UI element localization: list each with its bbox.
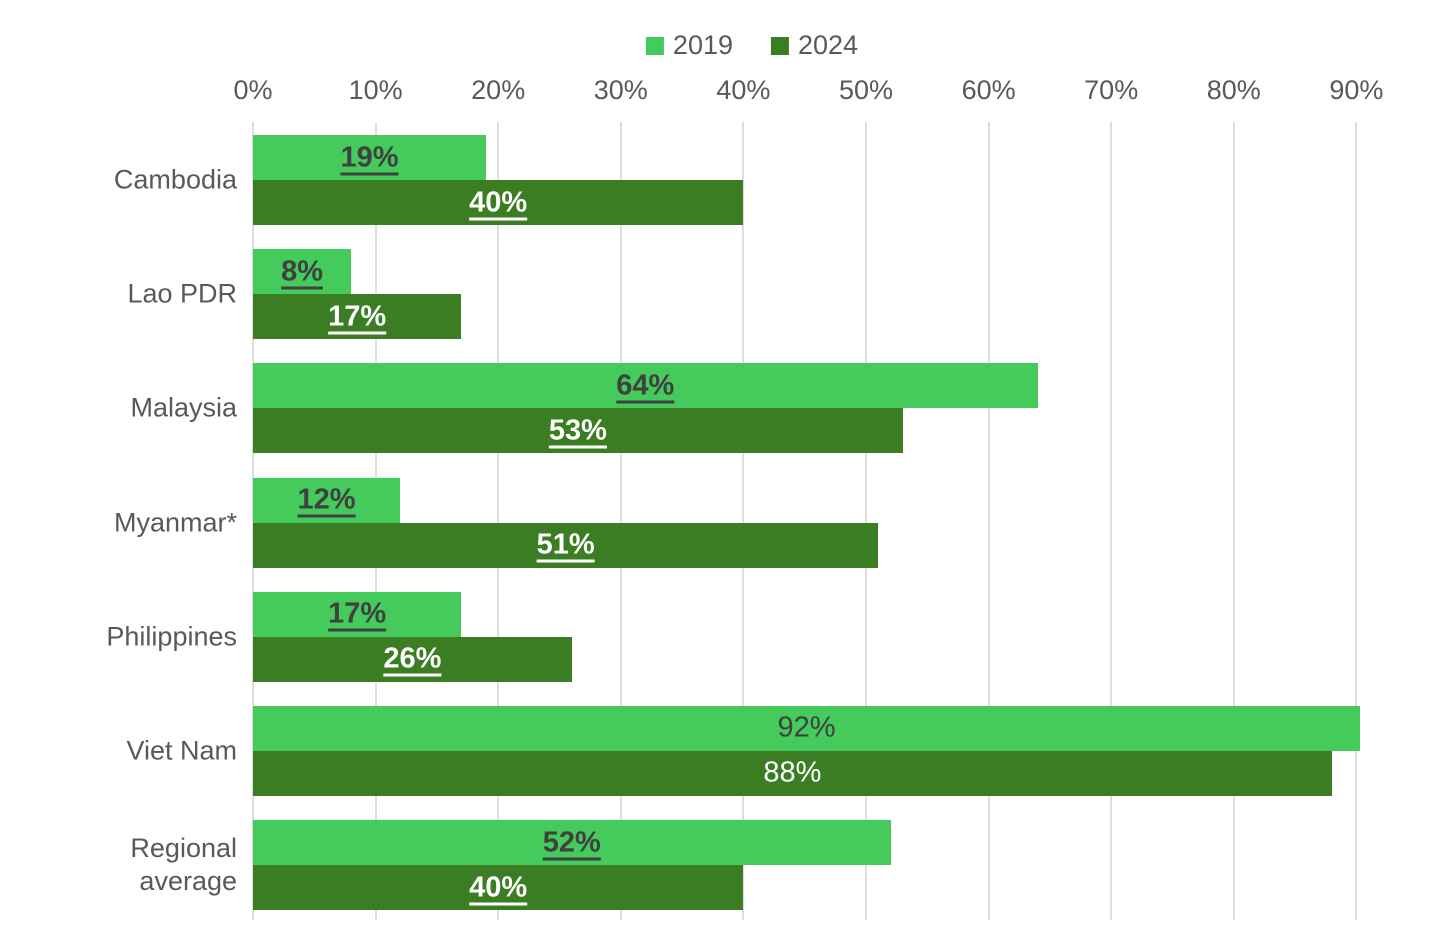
x-tick-label: 90% (1329, 75, 1384, 105)
bar-2024-malaysia: 53% (253, 408, 903, 454)
gridline (1232, 122, 1235, 920)
category-label-viet-nam: Viet Nam (126, 735, 237, 766)
legend-label-2024: 2024 (798, 30, 859, 60)
bar-2024-viet-nam: 88% (253, 750, 1332, 796)
bar-2019-cambodia: 19% (253, 135, 486, 180)
bar-value-label: 8% (281, 255, 323, 288)
gridline (987, 122, 990, 920)
bar-2019-lao-pdr: 8% (253, 249, 352, 295)
x-tick-label: 60% (961, 75, 1016, 105)
bar-2024-regional-average: 40% (253, 865, 744, 911)
bar-value-label: 51% (536, 528, 595, 561)
x-tick-label: 40% (716, 75, 771, 105)
bar-value-label: 12% (297, 483, 356, 516)
bar-value-label: 64% (616, 369, 675, 402)
bar-2024-cambodia: 40% (253, 180, 744, 225)
bar-value-label: 17% (328, 597, 387, 630)
bar-2019-regional-average: 52% (253, 820, 891, 866)
x-tick-label: 20% (471, 75, 526, 105)
bar-2019-philippines: 17% (253, 591, 462, 637)
bar-value-label: 92% (777, 711, 836, 744)
legend-swatch-2019-icon (645, 36, 664, 55)
bar-value-label: 53% (548, 414, 607, 447)
bar-2019-malaysia: 64% (253, 363, 1038, 409)
category-label-cambodia: Cambodia (113, 164, 237, 195)
legend-swatch-2024-icon (771, 36, 789, 55)
bar-value-label: 40% (469, 871, 528, 904)
category-label-regional-average: Regional average (130, 833, 237, 897)
legend: 2019 2024 (645, 30, 858, 61)
bar-value-label: 88% (763, 756, 822, 789)
gridline (865, 122, 867, 920)
legend-item-2024: 2024 (771, 30, 858, 61)
bar-2019-viet-nam: 92% (253, 705, 1361, 751)
bar-2019-myanmar-: 12% (253, 477, 401, 523)
gridline (1110, 122, 1113, 920)
x-tick-label: 30% (593, 75, 648, 105)
x-tick-label: 0% (233, 75, 273, 105)
gridline (619, 122, 622, 920)
bar-value-label: 40% (469, 186, 528, 218)
bar-2024-myanmar-: 51% (253, 522, 879, 568)
gridline (1355, 122, 1358, 920)
legend-item-2019: 2019 (645, 30, 733, 61)
x-tick-label: 70% (1084, 75, 1139, 105)
bar-2024-philippines: 26% (253, 636, 572, 682)
gridline (742, 122, 745, 920)
bar-value-label: 26% (383, 642, 442, 675)
category-label-malaysia: Malaysia (130, 392, 237, 423)
category-label-lao-pdr: Lao PDR (127, 278, 237, 309)
legend-label-2019: 2019 (672, 30, 733, 60)
plot-area: 19% 40% 8% 17% 64% 53% 12% 51% 17% 26% 92% 88% 52% 40… (252, 122, 1454, 920)
category-label-philippines: Philippines (106, 621, 237, 652)
x-tick-label: 80% (1206, 75, 1261, 105)
gridline (497, 122, 500, 920)
bar-value-label: 17% (328, 300, 387, 333)
x-tick-label: 10% (348, 75, 403, 105)
bar-value-label: 52% (542, 826, 601, 859)
bar-value-label: 19% (340, 141, 399, 173)
category-label-myanmar-: Myanmar* (113, 507, 237, 537)
x-tick-label: 50% (838, 75, 894, 105)
x-axis: 0% 10% 20% 30% 40% 50% 60% 70% 80% 90% (0, 74, 1454, 108)
bar-2024-lao-pdr: 17% (253, 294, 462, 340)
